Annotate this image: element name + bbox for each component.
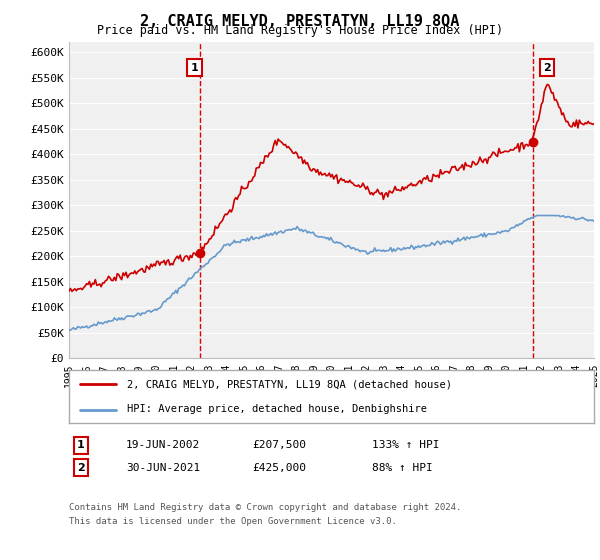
- Text: 19-JUN-2002: 19-JUN-2002: [126, 440, 200, 450]
- Text: Contains HM Land Registry data © Crown copyright and database right 2024.: Contains HM Land Registry data © Crown c…: [69, 503, 461, 512]
- Text: 30-JUN-2021: 30-JUN-2021: [126, 463, 200, 473]
- Text: 133% ↑ HPI: 133% ↑ HPI: [372, 440, 439, 450]
- Text: Price paid vs. HM Land Registry's House Price Index (HPI): Price paid vs. HM Land Registry's House …: [97, 24, 503, 37]
- Text: 88% ↑ HPI: 88% ↑ HPI: [372, 463, 433, 473]
- Text: HPI: Average price, detached house, Denbighshire: HPI: Average price, detached house, Denb…: [127, 404, 427, 414]
- Text: 1: 1: [191, 63, 199, 72]
- Text: 2, CRAIG MELYD, PRESTATYN, LL19 8QA (detached house): 2, CRAIG MELYD, PRESTATYN, LL19 8QA (det…: [127, 380, 452, 390]
- Text: 2: 2: [77, 463, 85, 473]
- Text: 1: 1: [77, 440, 85, 450]
- Text: 2: 2: [543, 63, 551, 72]
- Text: £425,000: £425,000: [252, 463, 306, 473]
- Text: This data is licensed under the Open Government Licence v3.0.: This data is licensed under the Open Gov…: [69, 517, 397, 526]
- Text: 2, CRAIG MELYD, PRESTATYN, LL19 8QA: 2, CRAIG MELYD, PRESTATYN, LL19 8QA: [140, 14, 460, 29]
- Text: £207,500: £207,500: [252, 440, 306, 450]
